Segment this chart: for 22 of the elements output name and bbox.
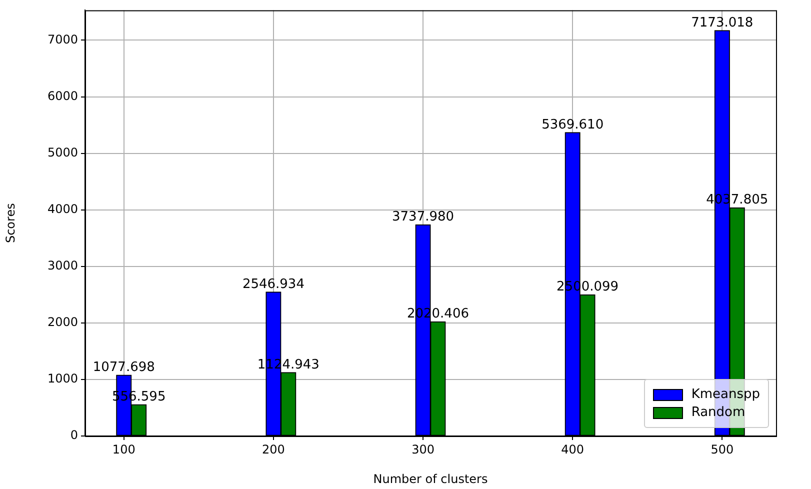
y-tick-label: 1000 [47,372,78,386]
y-tick-label: 7000 [47,32,78,46]
y-tick-label: 4000 [47,202,78,216]
x-tick-label: 500 [710,442,734,456]
legend-label: Kmeanspp [691,387,760,402]
x-tick-label: 200 [262,442,285,456]
x-tick-label: 300 [412,442,434,456]
y-tick-label: 3000 [47,258,78,273]
x-axis-title: Number of clusters [373,472,488,486]
legend-label: Random [691,405,746,420]
x-tick-label: 100 [112,442,136,456]
y-tick-label: 5000 [47,145,78,160]
y-axis-title: Scores [3,203,18,244]
x-tick-label: 400 [561,442,584,456]
y-tick-label: 0 [70,428,78,442]
data-label: 1077.698 [92,360,155,375]
data-label: 7173.018 [691,15,754,30]
data-label: 5369.610 [542,117,604,132]
data-label: 2546.934 [242,276,304,292]
y-tick-label: 2000 [47,315,78,330]
data-label: 3737.980 [392,210,454,225]
y-tick-label: 6000 [47,88,78,103]
